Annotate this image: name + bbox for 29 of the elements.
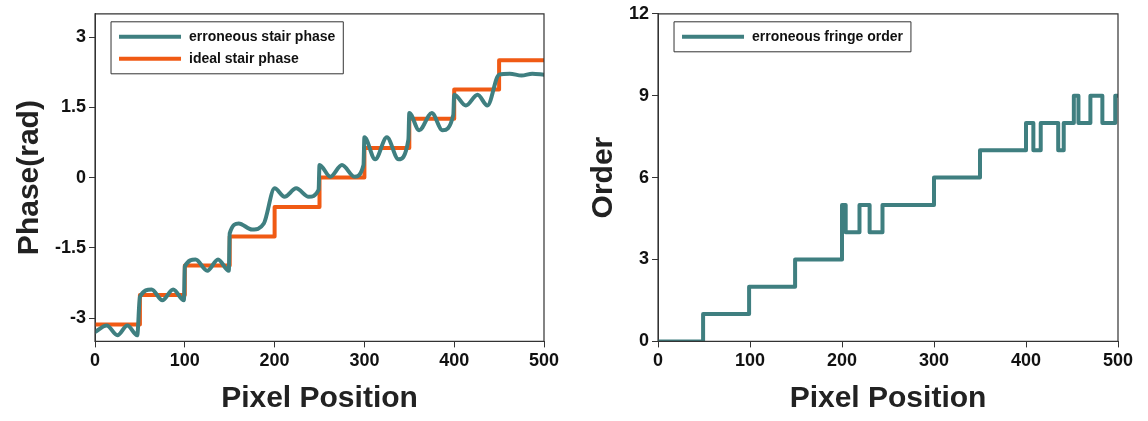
y-tick-label: 0	[76, 166, 87, 187]
y-tick-label: 3	[639, 248, 650, 269]
legend-label: erroneous fringe order	[752, 27, 904, 44]
x-tick-label: 0	[653, 350, 664, 371]
y-tick-label: 3	[76, 26, 87, 47]
y-axis-title: Order	[585, 136, 619, 219]
x-tick-label: 500	[1102, 350, 1134, 371]
y-tick-label: 9	[639, 84, 650, 105]
legend-label: ideal stair phase	[189, 49, 299, 66]
x-axis-title: Pixel Position	[221, 380, 418, 414]
x-tick-label: 100	[734, 350, 766, 371]
x-tick-label: 300	[349, 350, 380, 371]
x-tick-label: 400	[439, 350, 470, 371]
y-tick-label: 12	[628, 2, 650, 23]
x-tick-label: 400	[1010, 350, 1042, 371]
y-tick-label: 1.5	[60, 96, 87, 117]
x-tick-label: 200	[826, 350, 858, 371]
y-tick-label: -3	[70, 306, 87, 327]
x-tick-label: 300	[918, 350, 950, 371]
x-tick-label: 0	[90, 350, 101, 371]
x-tick-label: 200	[259, 350, 290, 371]
y-tick-label: 6	[639, 166, 650, 187]
x-tick-label: 500	[528, 350, 560, 371]
y-tick-label: 0	[639, 330, 650, 351]
legend-label: erroneous stair phase	[189, 27, 336, 44]
x-axis-title: Pixel Position	[789, 380, 987, 414]
x-tick-label: 100	[169, 350, 200, 371]
y-tick-label: -1.5	[54, 236, 87, 257]
y-axis-title: Phase(rad)	[11, 100, 45, 256]
